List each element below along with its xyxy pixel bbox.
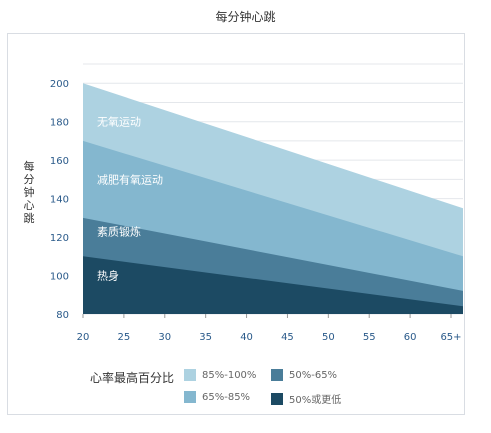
y-tick-label: 120 bbox=[50, 233, 69, 244]
legend-item-50-or-lower: 50%或更低 bbox=[271, 391, 341, 406]
legend-item-85-100: 85%-100% bbox=[184, 369, 256, 381]
legend-label: 85%-100% bbox=[202, 369, 257, 381]
legend-title: 心率最高百分比 bbox=[90, 371, 175, 385]
legend-item-50-65: 50%-65% bbox=[271, 369, 337, 381]
x-tick-label: 65+ bbox=[440, 332, 461, 343]
legend-swatch bbox=[271, 392, 283, 405]
y-axis-label-char: 钟 bbox=[24, 185, 35, 199]
x-tick-label: 30 bbox=[158, 332, 171, 343]
x-tick-label: 60 bbox=[404, 332, 417, 343]
y-axis-label-char: 心 bbox=[24, 199, 35, 212]
y-axis-label: 每分钟心跳 bbox=[24, 159, 35, 225]
x-tick-label: 55 bbox=[363, 332, 376, 343]
y-tick-label: 180 bbox=[50, 118, 69, 129]
zone-label: 减肥有氧运动 bbox=[97, 172, 163, 186]
x-tick-label: 25 bbox=[118, 332, 131, 343]
y-axis-label-char: 分 bbox=[24, 173, 35, 186]
y-tick-label: 200 bbox=[50, 79, 69, 90]
chart-title: 每分钟心跳 bbox=[215, 10, 276, 24]
legend-item-65-85: 65%-85% bbox=[184, 391, 250, 403]
zone-label: 无氧运动 bbox=[97, 115, 141, 129]
x-tick-label: 50 bbox=[322, 332, 335, 343]
area-50%或更低 bbox=[83, 256, 463, 314]
y-axis-label-char: 跳 bbox=[24, 211, 35, 225]
y-tick-label: 80 bbox=[56, 310, 69, 321]
x-tick-label: 20 bbox=[77, 332, 90, 343]
y-axis-label-char: 每 bbox=[24, 159, 35, 173]
y-tick-label: 140 bbox=[50, 195, 69, 206]
zone-label: 素质锻炼 bbox=[97, 224, 141, 238]
legend-swatch bbox=[271, 369, 283, 381]
legend-swatch bbox=[184, 391, 196, 403]
legend-label: 50%或更低 bbox=[289, 395, 342, 406]
areas bbox=[83, 83, 463, 314]
x-tick-label: 45 bbox=[281, 332, 294, 343]
x-ticks: 20 25 30 35 40 45 50 55 60 65+ bbox=[77, 314, 462, 343]
y-ticks: 80 100 120 140 160 180 200 bbox=[50, 79, 69, 321]
x-tick-label: 40 bbox=[240, 332, 253, 343]
zone-label: 热身 bbox=[97, 269, 119, 283]
legend-label: 50%-65% bbox=[289, 369, 338, 381]
y-tick-label: 160 bbox=[50, 156, 69, 167]
y-tick-label: 100 bbox=[50, 272, 69, 283]
legend-swatch bbox=[184, 369, 196, 381]
x-tick-label: 35 bbox=[199, 332, 212, 343]
legend-label: 65%-85% bbox=[202, 391, 251, 403]
